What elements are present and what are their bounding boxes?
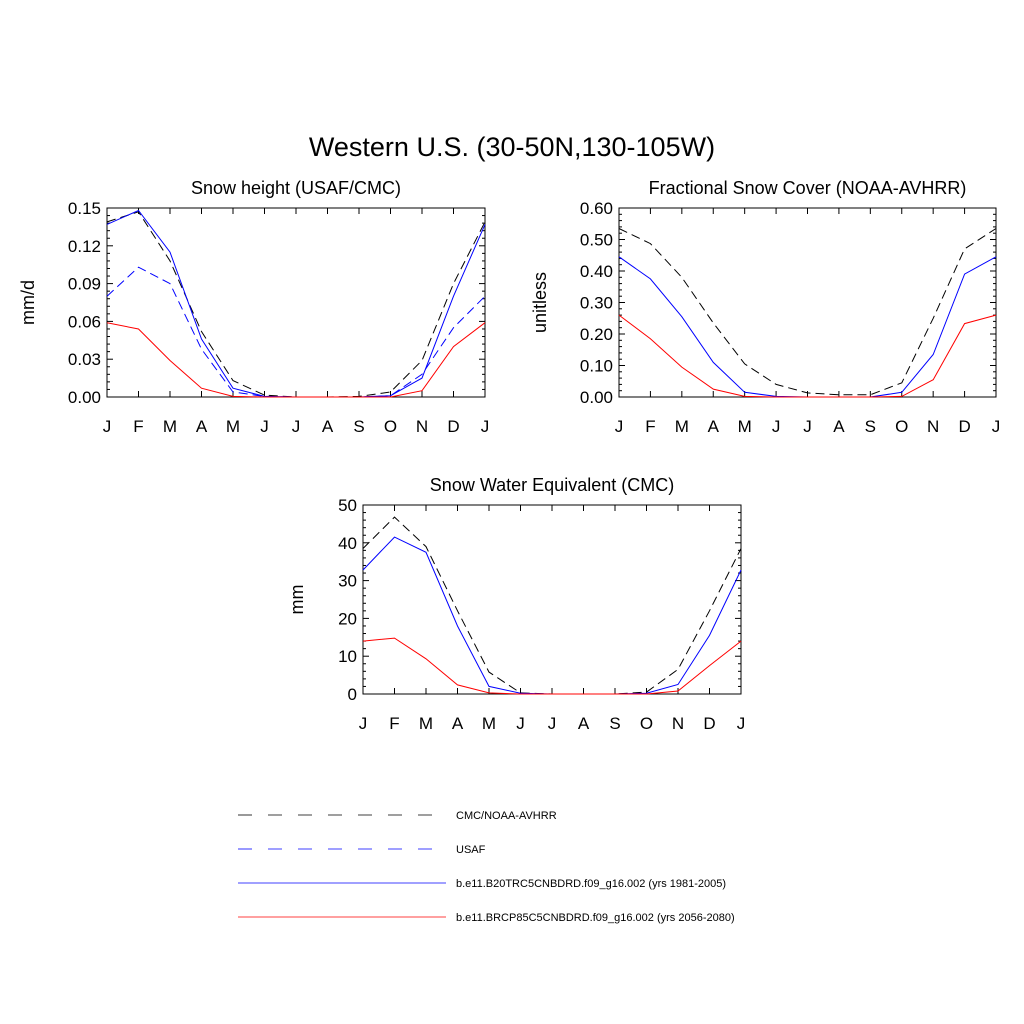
legend-label: USAF xyxy=(456,844,486,856)
x-tick-label: J xyxy=(772,417,781,436)
x-tick-label: F xyxy=(389,714,399,733)
y-tick-label: 0.15 xyxy=(68,199,101,218)
panels: Snow height (USAF/CMC) 0.00 0.03 0.06 0.09 0.… xyxy=(18,178,1000,733)
x-tick-label: J xyxy=(737,714,746,733)
y-tick-label: 50 xyxy=(338,496,357,515)
x-tick-label: F xyxy=(645,417,655,436)
legend-item: CMC/NOAA-AVHRR xyxy=(238,810,557,822)
x-tick-label: A xyxy=(833,417,845,436)
legend-item: b.e11.BRCP85C5CNBDRD.f09_g16.002 (yrs 20… xyxy=(238,912,735,924)
x-tick-label: A xyxy=(578,714,590,733)
x-tick-label: J xyxy=(292,417,301,436)
x-tick-label: D xyxy=(447,417,459,436)
x-tick-label: S xyxy=(609,714,620,733)
x-tick-label: O xyxy=(640,714,653,733)
y-tick-label: 0 xyxy=(348,685,357,704)
x-tick-label: A xyxy=(452,714,464,733)
x-tick-label: N xyxy=(416,417,428,436)
series-line-4 xyxy=(106,322,486,398)
y-tick-label: 0.12 xyxy=(68,237,101,256)
y-tick-label: 0.03 xyxy=(68,350,101,369)
x-tick-label: M xyxy=(419,714,433,733)
panel-title: Fractional Snow Cover (NOAA-AVHRR) xyxy=(649,178,967,198)
legend-label: b.e11.BRCP85C5CNBDRD.f09_g16.002 (yrs 20… xyxy=(456,912,735,924)
x-tick-label: J xyxy=(615,417,624,436)
panel-2: Fractional Snow Cover (NOAA-AVHRR) 0.00 0.… xyxy=(530,178,1000,436)
x-tick-label: M xyxy=(675,417,689,436)
x-tick-label: A xyxy=(322,417,334,436)
series-line-3 xyxy=(106,209,486,398)
y-tick-label: 0.09 xyxy=(68,275,101,294)
x-tick-label: D xyxy=(958,417,970,436)
x-tick-label: J xyxy=(260,417,269,436)
series-line-2 xyxy=(106,266,486,398)
x-tick-label: N xyxy=(927,417,939,436)
y-tick-label: 0.40 xyxy=(580,262,613,281)
y-axis-label: unitless xyxy=(530,272,550,333)
y-tick-label: 20 xyxy=(338,609,357,628)
x-tick-label: M xyxy=(226,417,240,436)
panel-title: Snow height (USAF/CMC) xyxy=(191,178,401,198)
legend-item: b.e11.B20TRC5CNBDRD.f09_g16.002 (yrs 198… xyxy=(238,878,726,890)
y-tick-label: 10 xyxy=(338,647,357,666)
series-line-1 xyxy=(106,211,486,398)
panel-1: Snow height (USAF/CMC) 0.00 0.03 0.06 0.09 0.… xyxy=(18,178,489,436)
x-tick-label: O xyxy=(895,417,908,436)
x-tick-label: F xyxy=(133,417,143,436)
x-tick-label: J xyxy=(516,714,525,733)
series-line-3 xyxy=(618,314,997,398)
x-tick-label: J xyxy=(548,714,557,733)
x-tick-label: O xyxy=(384,417,397,436)
x-tick-label: S xyxy=(865,417,876,436)
plot-frame xyxy=(106,207,486,398)
x-tick-label: N xyxy=(672,714,684,733)
panel-3: Snow Water Equivalent (CMC) 0 10 20 30 40 50 J F… xyxy=(287,475,745,733)
series-line-3 xyxy=(362,637,742,695)
y-tick-label: 0.06 xyxy=(68,312,101,331)
x-tick-label: M xyxy=(738,417,752,436)
plot-frame xyxy=(362,504,742,695)
x-tick-label: A xyxy=(196,417,208,436)
x-tick-label: J xyxy=(103,417,112,436)
y-tick-label: 30 xyxy=(338,572,357,591)
x-tick-label: D xyxy=(703,714,715,733)
legend: CMC/NOAA-AVHRR USAF b.e11.B20TRC5CNBDRD.f0… xyxy=(238,810,735,924)
x-tick-label: S xyxy=(353,417,364,436)
x-tick-label: J xyxy=(481,417,490,436)
y-tick-label: 0.30 xyxy=(580,294,613,313)
y-tick-label: 0.00 xyxy=(580,388,613,407)
y-tick-label: 0.50 xyxy=(580,231,613,250)
figure-title: Western U.S. (30-50N,130-105W) xyxy=(309,132,715,162)
y-axis-label: mm/d xyxy=(18,280,38,325)
legend-label: b.e11.B20TRC5CNBDRD.f09_g16.002 (yrs 198… xyxy=(456,878,726,890)
x-tick-label: M xyxy=(482,714,496,733)
legend-item: USAF xyxy=(238,844,486,856)
y-tick-label: 0.60 xyxy=(580,199,613,218)
legend-label: CMC/NOAA-AVHRR xyxy=(456,810,557,822)
series-line-2 xyxy=(618,256,997,398)
x-tick-label: J xyxy=(359,714,368,733)
x-tick-label: M xyxy=(163,417,177,436)
panel-title: Snow Water Equivalent (CMC) xyxy=(430,475,674,495)
series-line-1 xyxy=(362,516,742,695)
series-line-1 xyxy=(618,228,997,396)
y-tick-label: 0.10 xyxy=(580,357,613,376)
y-tick-label: 0.00 xyxy=(68,388,101,407)
y-tick-label: 40 xyxy=(338,534,357,553)
x-tick-label: J xyxy=(992,417,1001,436)
x-tick-label: J xyxy=(803,417,812,436)
series-line-2 xyxy=(362,536,742,695)
y-tick-label: 0.20 xyxy=(580,325,613,344)
y-axis-label: mm xyxy=(287,585,307,615)
x-tick-label: A xyxy=(708,417,720,436)
